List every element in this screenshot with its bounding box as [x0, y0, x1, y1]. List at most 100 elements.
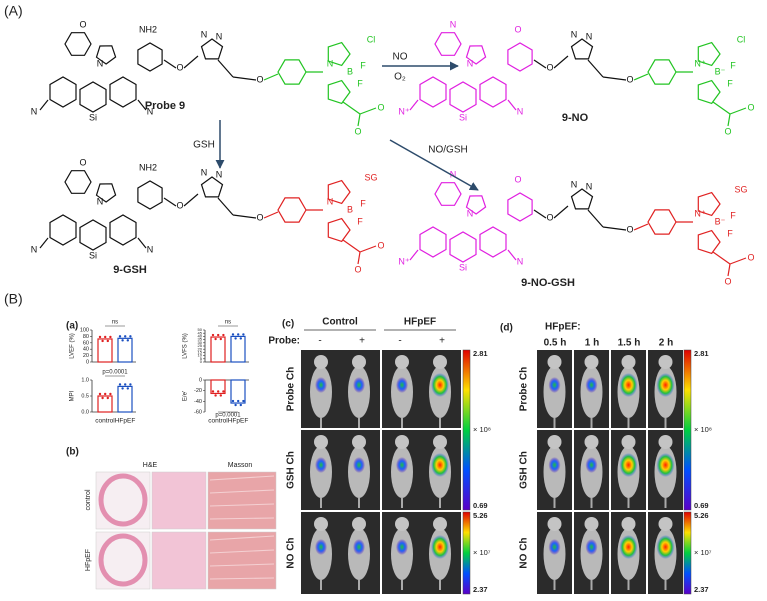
colorbar — [462, 349, 471, 511]
dot — [124, 335, 127, 338]
time-label: 2 h — [659, 338, 673, 349]
dot — [126, 339, 129, 342]
colorbar-min: 2.37 — [473, 585, 488, 594]
signal — [548, 457, 561, 473]
y-tick-label: 0 — [199, 377, 202, 383]
signal — [353, 539, 365, 555]
atom-label: O — [724, 276, 731, 286]
atom-label: O — [747, 102, 754, 112]
bond — [263, 211, 279, 219]
atom-label: Si — [89, 112, 97, 122]
signal — [619, 453, 638, 477]
atom-label: N — [201, 167, 208, 177]
atom-label: O — [79, 19, 86, 29]
y-tick-label: -20 — [194, 388, 202, 394]
significance: ns — [225, 320, 231, 326]
atom-label: N — [571, 29, 578, 39]
bond — [553, 55, 569, 69]
reagent-label: NO/GSH — [428, 145, 467, 156]
ring — [697, 79, 721, 105]
panel-label: (B) — [4, 291, 23, 307]
dot — [121, 387, 124, 390]
row-label: GSH Ch — [286, 451, 297, 489]
dot — [242, 333, 245, 336]
y-tick-label: -40 — [194, 399, 202, 405]
atom-label: N⁺ — [398, 106, 409, 116]
atom-label: O — [514, 174, 521, 184]
bar — [97, 338, 113, 363]
atom-label: N — [97, 58, 104, 68]
dot — [118, 335, 122, 338]
ring — [434, 32, 462, 56]
dot — [211, 333, 215, 337]
atom-label: SG — [364, 172, 377, 182]
y-tick-label: 5 — [200, 356, 203, 361]
signal — [315, 457, 327, 473]
time-label: 1 h — [585, 338, 599, 349]
dot — [121, 339, 124, 342]
dot — [219, 337, 222, 341]
atom-label: O — [626, 224, 633, 234]
dot — [129, 335, 132, 338]
signal — [548, 539, 561, 555]
ring — [277, 59, 307, 85]
bond — [507, 249, 517, 261]
bond — [357, 113, 361, 127]
y-tick-label: 40 — [198, 333, 203, 338]
dot — [109, 335, 112, 339]
heart-section — [98, 473, 148, 527]
x-tick-label: control — [208, 418, 228, 425]
mouse-head — [547, 355, 562, 369]
ring — [647, 59, 677, 85]
ring — [479, 226, 507, 258]
bar — [230, 335, 246, 363]
colorbar — [683, 349, 692, 511]
fiber — [209, 563, 275, 567]
y-tick-label: 1.0 — [81, 377, 89, 383]
signal — [396, 457, 408, 473]
significance: p=0.0001 — [102, 370, 128, 376]
atom-label: O — [724, 126, 731, 136]
atom-label: N — [327, 58, 334, 68]
atom-label: F — [360, 198, 366, 208]
bond — [712, 101, 731, 115]
mouse-head — [314, 517, 328, 531]
y-tick-label: 30 — [198, 340, 203, 345]
atom-label: O — [256, 74, 263, 84]
atom-label: N — [450, 19, 457, 29]
histology-image — [95, 471, 151, 530]
atom-label: F — [360, 60, 366, 70]
signal — [585, 539, 598, 555]
signal — [431, 373, 449, 397]
atom-label: NH2 — [139, 24, 157, 34]
mouse-head — [433, 435, 447, 449]
panel-label: (a) — [66, 321, 78, 332]
probe-state: + — [359, 336, 365, 347]
y-tick-label: 80 — [83, 334, 89, 340]
atom-label: O — [546, 212, 553, 222]
atom-label: O — [354, 264, 361, 274]
dot — [242, 399, 245, 403]
atom-label: N — [216, 169, 223, 179]
atom-label: F — [730, 60, 736, 70]
colorbar-scale: × 10⁷ — [473, 548, 491, 557]
bond — [359, 107, 377, 115]
bond — [359, 245, 377, 253]
bar — [210, 336, 226, 363]
molecule-name: Probe 9 — [145, 100, 185, 112]
bond — [409, 99, 419, 111]
atom-label: B — [347, 66, 353, 76]
x-tick-label: HFpEF — [115, 418, 136, 425]
mouse-head — [621, 355, 636, 369]
y-tick-label: -60 — [194, 409, 202, 415]
dot — [222, 390, 225, 393]
atom-label: Si — [459, 112, 467, 122]
mouse-head — [352, 435, 366, 449]
ring — [64, 170, 92, 194]
y-axis-label: LVEF (%) — [70, 333, 76, 359]
dot — [124, 383, 127, 386]
signal — [548, 377, 561, 393]
y-tick-label: 20 — [198, 346, 203, 351]
ring — [434, 182, 462, 206]
molecule-name: 9-NO — [562, 112, 589, 124]
